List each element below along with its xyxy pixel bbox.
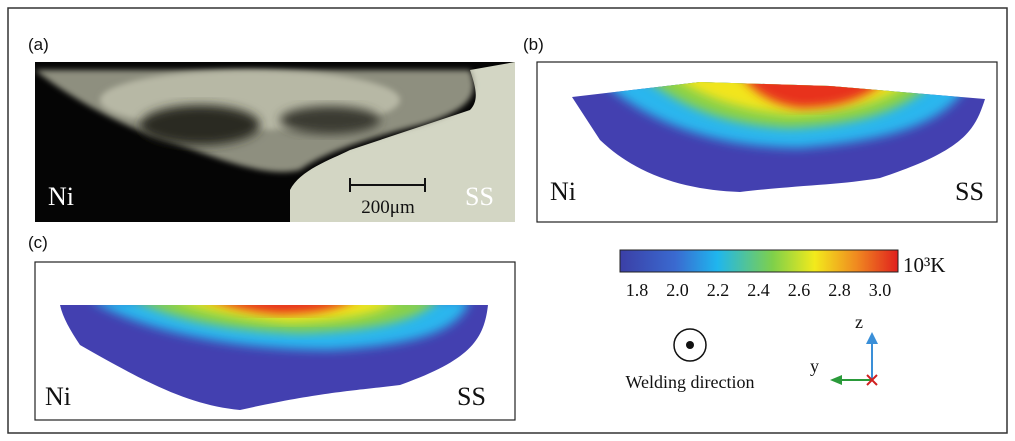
direction-label: Welding direction bbox=[625, 372, 754, 392]
colorbar-ticks: 1.8 2.0 2.2 2.4 2.6 2.8 3.0 bbox=[626, 280, 892, 300]
axis-label: z bbox=[855, 312, 863, 332]
colorbar-tick-label: 2.0 bbox=[666, 280, 689, 300]
temperature-field bbox=[50, 296, 500, 415]
material-left: Ni bbox=[45, 382, 71, 411]
panel-label: (a) bbox=[28, 35, 49, 54]
temperature-field bbox=[560, 70, 1000, 200]
colorbar-unit: 10³K bbox=[903, 253, 945, 277]
material-left: Ni bbox=[48, 182, 74, 211]
material-right: SS bbox=[955, 177, 984, 206]
micrograph bbox=[35, 62, 515, 222]
figure: (a) Ni SS 200μm (b) Ni SS (c) Ni SS 1.8 2… bbox=[0, 0, 1015, 441]
panel-label: (b) bbox=[523, 35, 544, 54]
colorbar-tick-label: 2.4 bbox=[747, 280, 770, 300]
direction-dot bbox=[686, 341, 694, 349]
colorbar-tick-label: 1.8 bbox=[626, 280, 649, 300]
material-right: SS bbox=[465, 182, 494, 211]
z-arrow bbox=[866, 332, 878, 344]
panel-label: (c) bbox=[28, 233, 48, 252]
material-left: Ni bbox=[550, 177, 576, 206]
colorbar-tick-label: 3.0 bbox=[869, 280, 892, 300]
y-arrow bbox=[830, 375, 842, 385]
colorbar-tick-label: 2.6 bbox=[788, 280, 811, 300]
material-right: SS bbox=[457, 382, 486, 411]
scale-label: 200μm bbox=[361, 197, 415, 218]
colorbar-tick-label: 2.8 bbox=[828, 280, 851, 300]
axis-label: y bbox=[810, 356, 819, 376]
colorbar bbox=[620, 250, 898, 272]
colorbar-tick-label: 2.2 bbox=[707, 280, 730, 300]
